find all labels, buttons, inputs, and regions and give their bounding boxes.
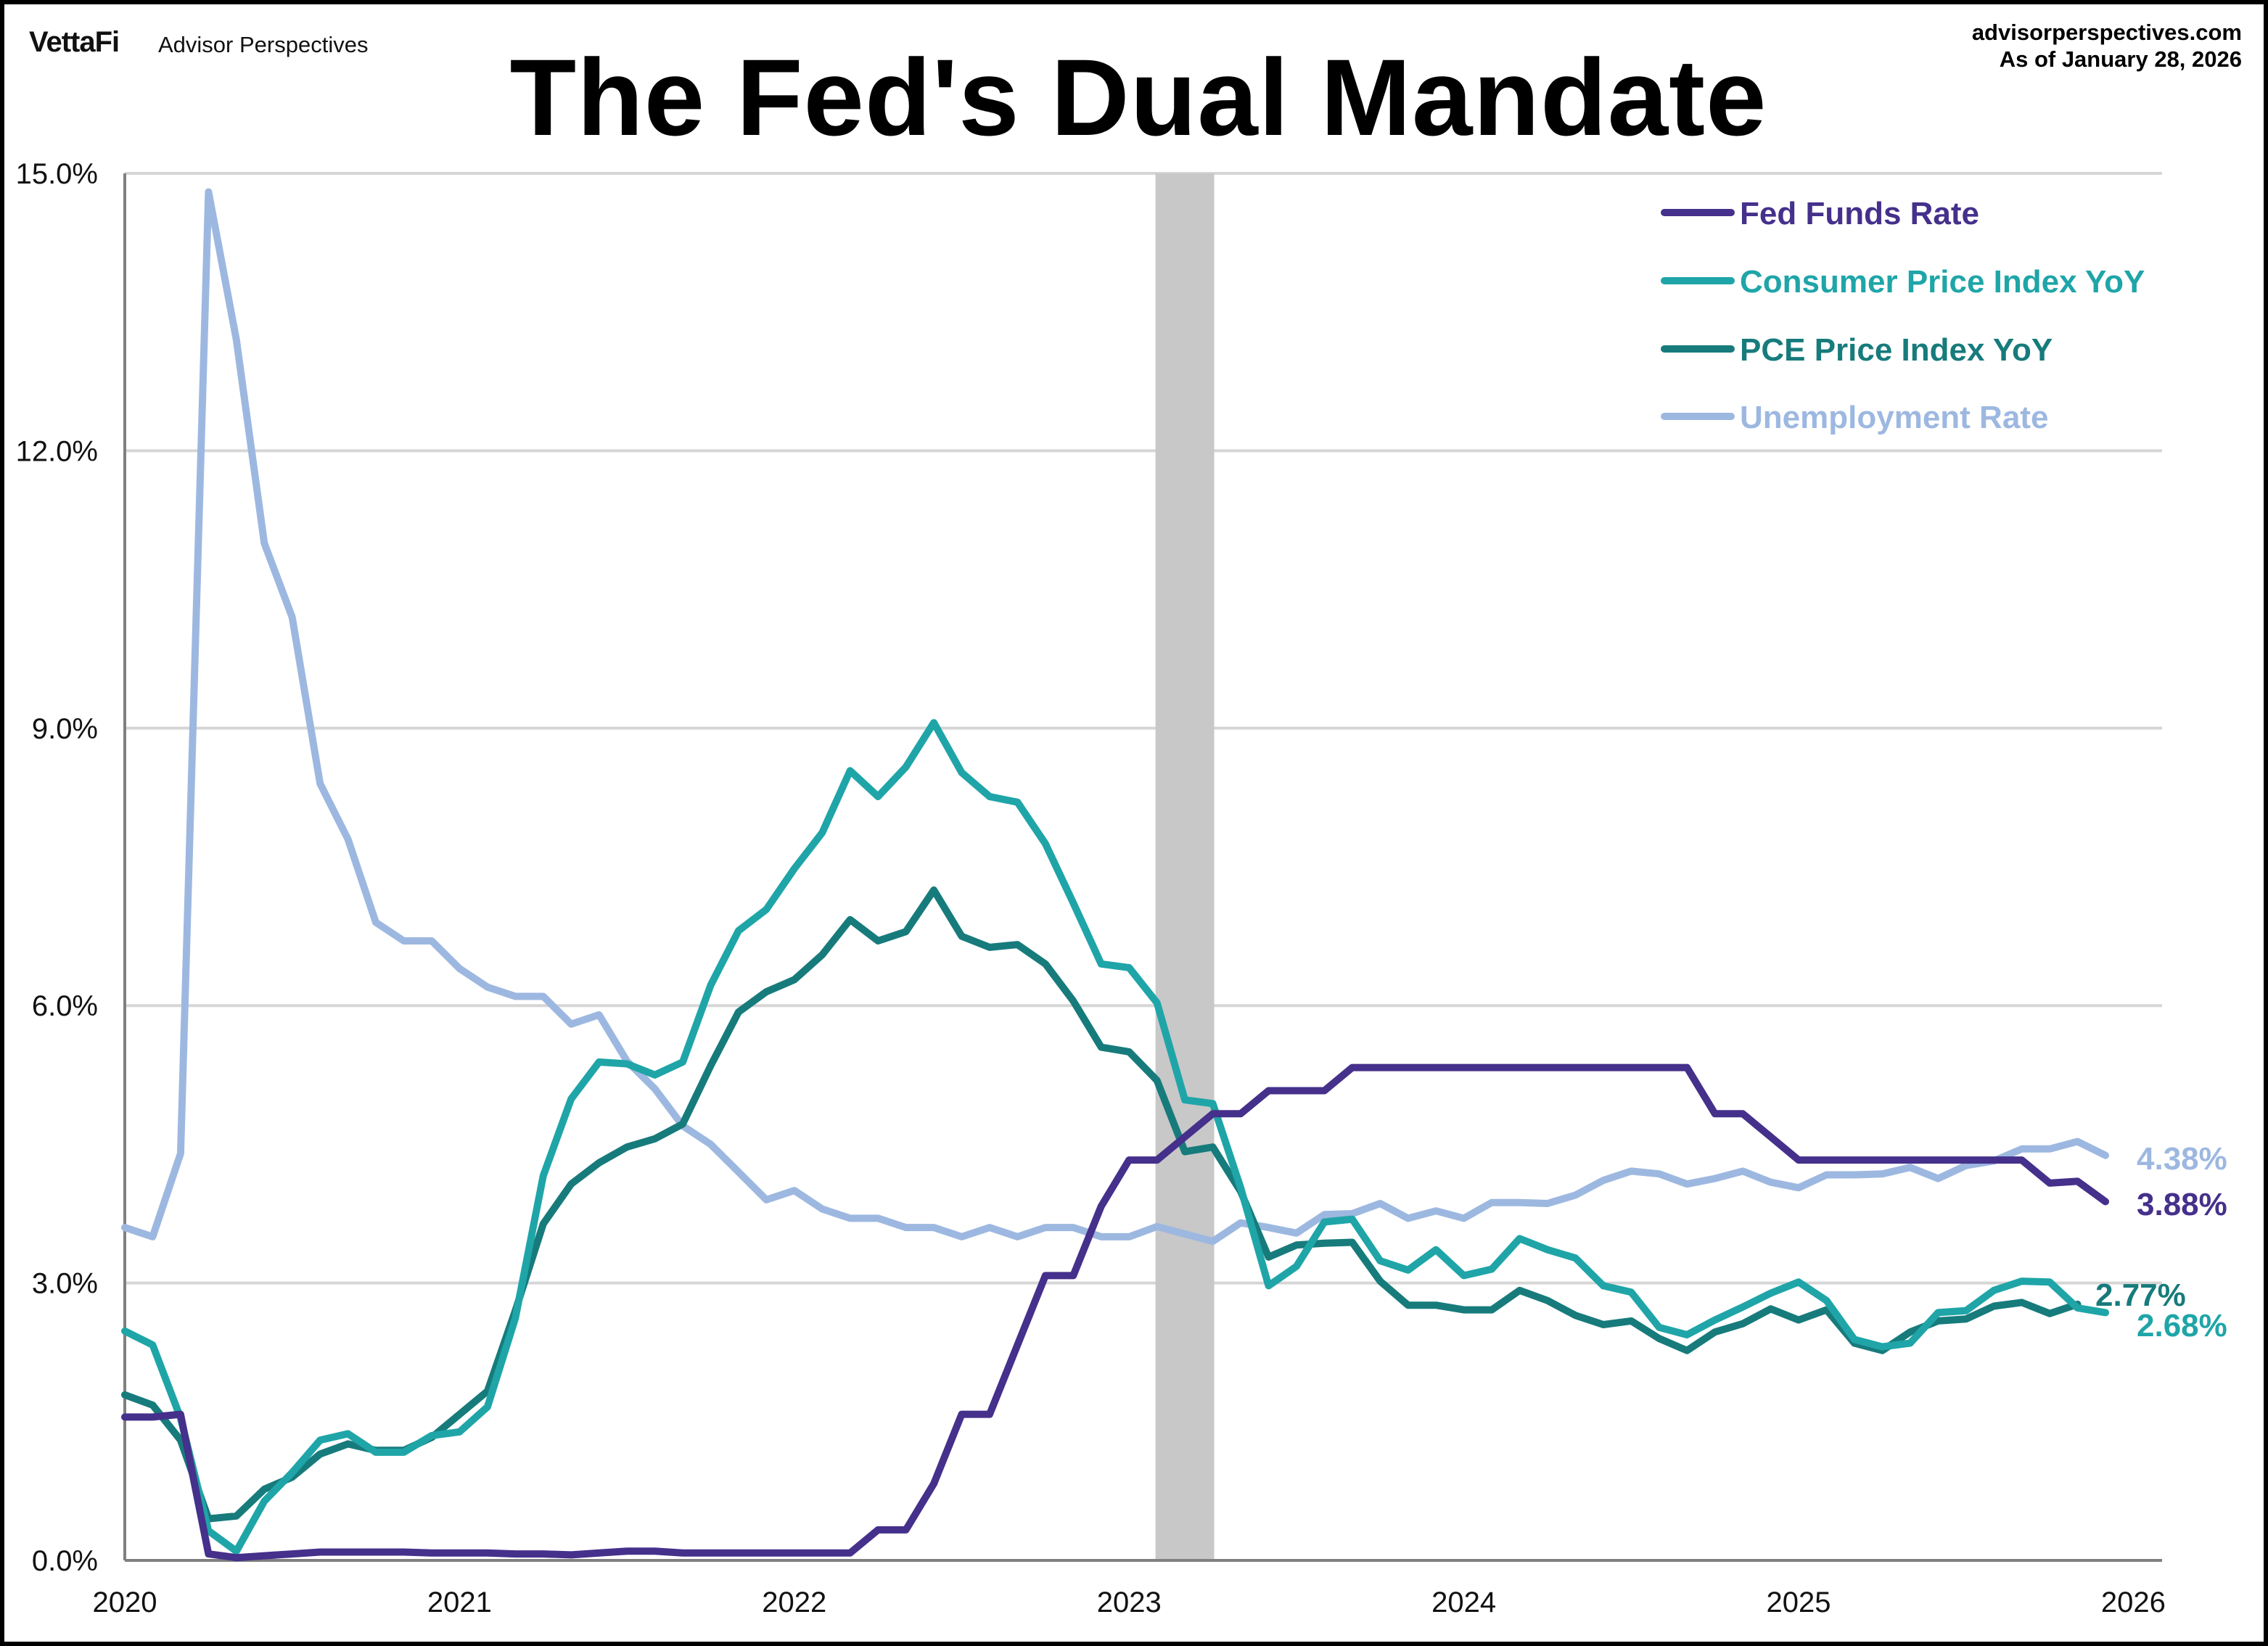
y-tick-label: 9.0% — [32, 713, 98, 745]
x-tick-label: 2022 — [762, 1587, 826, 1618]
y-tick-label: 3.0% — [32, 1268, 98, 1300]
end-value-label: 3.88% — [2137, 1187, 2227, 1222]
y-tick-label: 0.0% — [32, 1545, 98, 1577]
brand-name: Advisor Perspectives — [158, 32, 369, 57]
y-tick-label: 6.0% — [32, 990, 98, 1022]
series-line-pce-price-index-yoy — [121, 886, 2082, 1523]
vettafi-logo: VettaFi — [29, 26, 120, 58]
chart-title: The Fed's Dual Mandate — [509, 36, 1767, 158]
end-value-label: 2.68% — [2137, 1308, 2227, 1343]
series-line-fed-funds-rate — [121, 1063, 2109, 1562]
y-tick-label: 12.0% — [16, 435, 98, 467]
x-tick-label: 2024 — [1431, 1587, 1496, 1618]
source-info: advisorperspectives.com As of January 28… — [1972, 19, 2242, 73]
legend-label: Consumer Price Index YoY — [1740, 264, 2145, 300]
legend-label: Fed Funds Rate — [1740, 196, 1979, 231]
x-tick-label: 2026 — [2101, 1587, 2166, 1618]
shaded-period — [1155, 173, 1215, 1560]
legend-label: PCE Price Index YoY — [1740, 332, 2053, 368]
x-tick-label: 2020 — [93, 1587, 157, 1618]
series-line-consumer-price-index-yoy — [121, 719, 2109, 1555]
end-value-label: 2.77% — [2095, 1277, 2186, 1313]
x-tick-label: 2025 — [1767, 1587, 1831, 1618]
legend-label: Unemployment Rate — [1740, 400, 2048, 435]
as-of-date: As of January 28, 2026 — [1999, 46, 2242, 72]
x-tick-label: 2023 — [1097, 1587, 1162, 1618]
y-tick-label: 15.0% — [16, 158, 98, 190]
end-value-label: 4.38% — [2137, 1141, 2227, 1177]
site-url: advisorperspectives.com — [1971, 20, 2242, 45]
x-tick-label: 2021 — [427, 1587, 492, 1618]
series-line-unemployment-rate — [121, 188, 2109, 1246]
line-chart: 0.0% 3.0% 6.0% 9.0% 12.0% 15.0% 2020 2021 2022 20… — [16, 158, 2227, 1618]
